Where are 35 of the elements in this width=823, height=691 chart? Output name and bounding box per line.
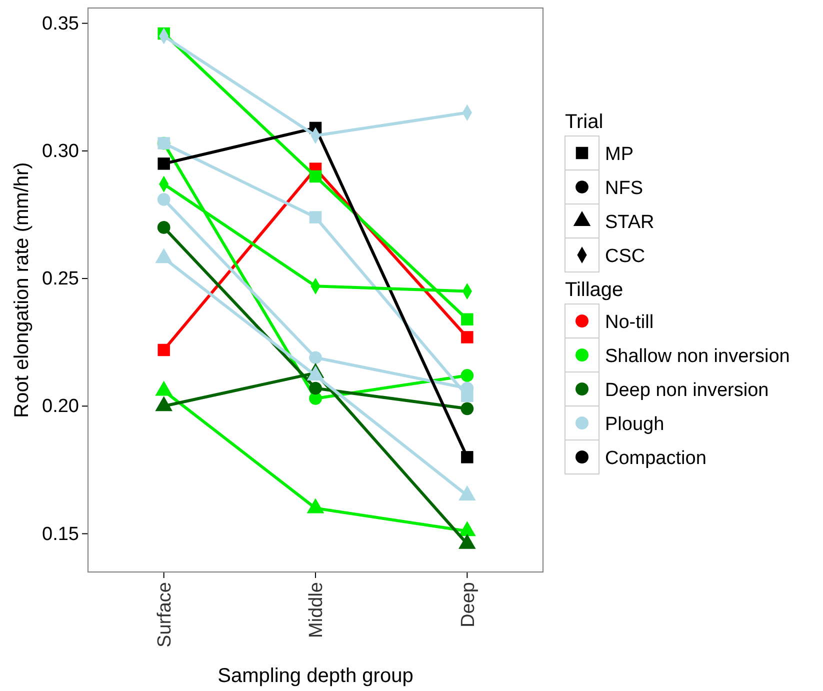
point	[461, 313, 474, 326]
y-tick-label: 0.20	[42, 396, 79, 418]
point	[309, 382, 322, 395]
y-tick-label: 0.15	[42, 524, 79, 545]
point	[309, 351, 322, 364]
point	[157, 192, 170, 206]
point	[461, 331, 474, 344]
text: CSC	[605, 246, 646, 267]
point	[460, 369, 474, 382]
text: STAR	[605, 212, 654, 233]
point	[158, 344, 170, 356]
legend-label: Shallow non inversion	[605, 346, 790, 367]
point	[460, 402, 474, 416]
y-axis-title: Root elongation rate (mm/hr)	[11, 162, 33, 418]
legend-label: No-till	[605, 312, 654, 333]
y-tick-label: 0.25	[42, 268, 79, 290]
text: Trial	[565, 111, 604, 133]
legend-title: Tillage	[565, 279, 624, 301]
point	[461, 451, 474, 464]
text: NFS	[605, 178, 643, 199]
x-tick-label: Deep	[458, 582, 479, 628]
y-tick-label: 0.30	[42, 140, 79, 162]
text: MP	[605, 144, 634, 165]
x-tick-label: Middle	[306, 582, 328, 638]
y-tick-label: 0.35	[42, 13, 79, 34]
point	[309, 170, 322, 183]
x-axis-title: Sampling depth group	[218, 665, 414, 687]
legend-label: Compaction	[605, 448, 706, 469]
legend-label: Plough	[605, 414, 664, 435]
point	[157, 221, 170, 234]
x-tick-label: Surface	[154, 582, 176, 648]
point	[309, 211, 322, 224]
point	[158, 158, 170, 170]
point	[461, 390, 474, 402]
legend-label: Deep non inversion	[605, 380, 769, 401]
